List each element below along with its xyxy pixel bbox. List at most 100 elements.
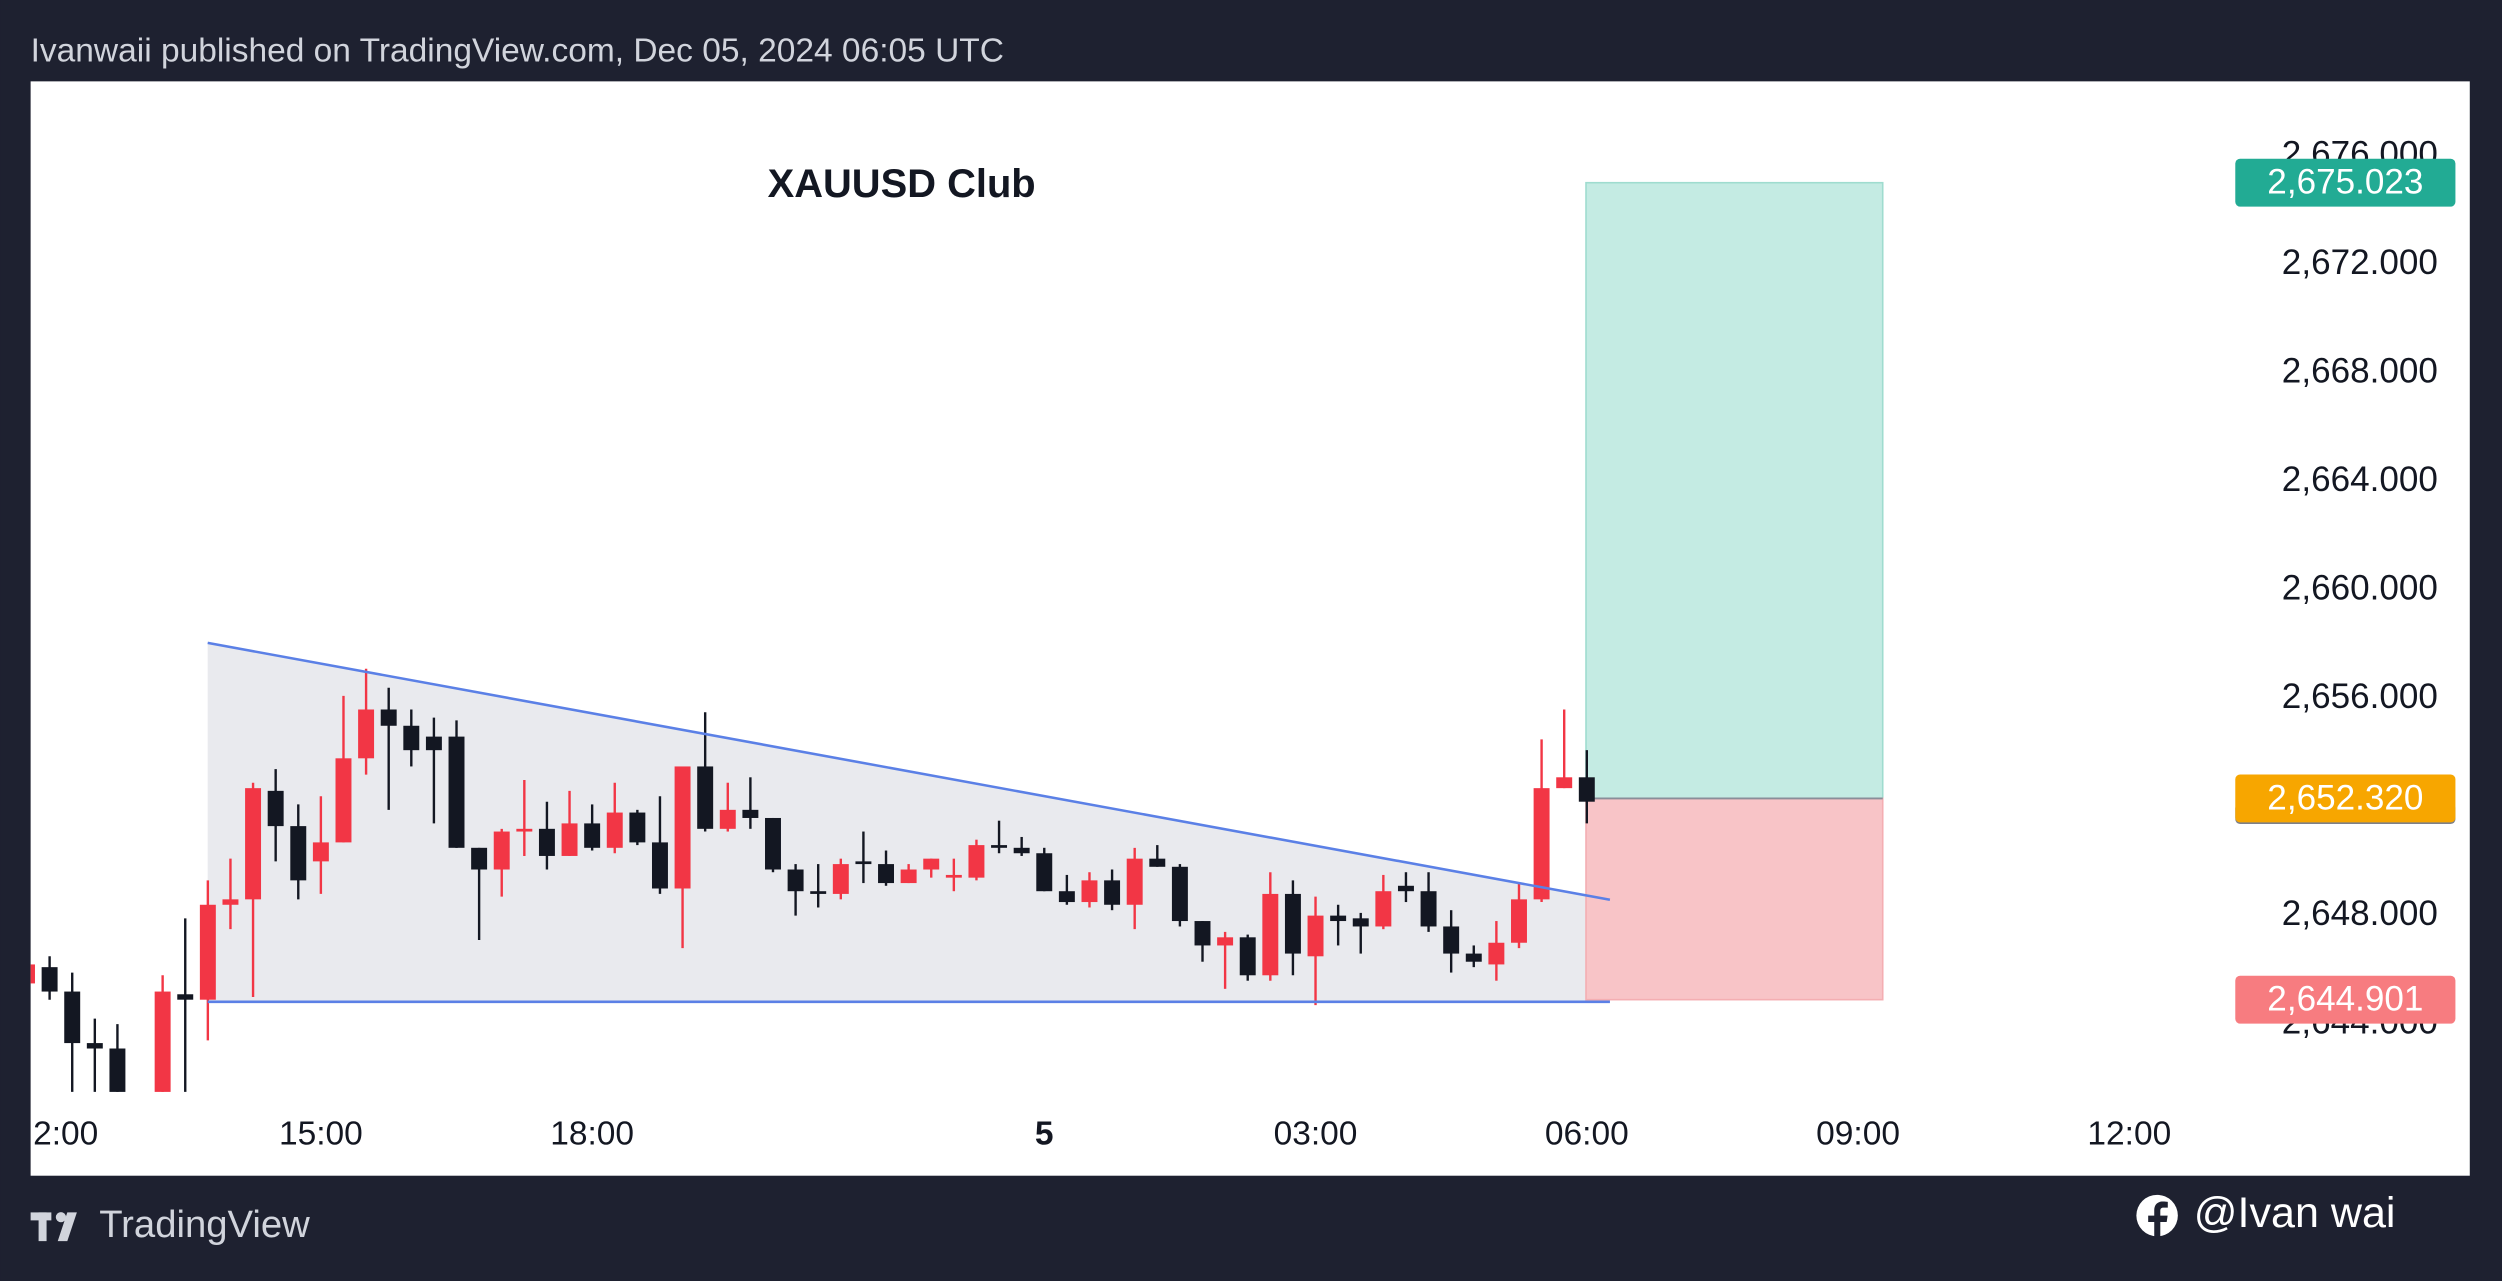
candle-body xyxy=(1171,866,1188,922)
candle-body xyxy=(606,812,623,848)
footer-brand: TradingView xyxy=(99,1203,310,1246)
candle-body xyxy=(991,845,1008,848)
candle-body xyxy=(30,964,35,984)
candle-body xyxy=(1578,777,1595,802)
drawings xyxy=(207,181,1884,1002)
candle-body xyxy=(787,869,804,892)
x-tick-label: 15:00 xyxy=(279,1116,363,1153)
footer-author: @Ivan wai xyxy=(2194,1189,2396,1237)
candles xyxy=(30,668,1595,1092)
candle-body xyxy=(855,861,872,865)
candle-body xyxy=(1443,926,1460,954)
candle-body xyxy=(448,736,465,848)
trend-line xyxy=(207,641,1611,901)
y-tick-label: 2,668.000 xyxy=(2282,351,2438,390)
candle-body xyxy=(1104,880,1121,905)
y-tick-label: 2,660.000 xyxy=(2282,568,2438,607)
candle-body xyxy=(222,899,239,905)
candle-body xyxy=(86,1043,103,1049)
candle-body xyxy=(1465,953,1482,962)
header-text: Ivanwaii published on TradingView.com, D… xyxy=(31,32,1004,69)
price-badge xyxy=(2235,774,2456,823)
triangle-fill xyxy=(207,642,1610,1002)
candle-body xyxy=(629,812,646,843)
candle-body xyxy=(1375,891,1392,927)
candle-body xyxy=(1058,891,1075,903)
candle-body xyxy=(290,826,307,881)
price-badge xyxy=(2235,158,2456,207)
candle-body xyxy=(1307,915,1324,957)
candle-body xyxy=(1488,942,1505,965)
stop-zone xyxy=(1585,797,1884,1001)
candle-body xyxy=(154,991,171,1092)
candle-body xyxy=(109,1048,126,1092)
x-tick-label: 18:00 xyxy=(550,1116,634,1153)
candle-body xyxy=(1533,788,1550,900)
y-tick-label: 2,656.000 xyxy=(2282,677,2438,716)
candle-body xyxy=(403,725,420,751)
candle-body xyxy=(945,874,962,878)
y-tick-label: 2,672.000 xyxy=(2282,243,2438,282)
price-badge xyxy=(2235,975,2456,1024)
footer: TradingView @Ivan wai xyxy=(30,1189,2396,1246)
price-badge-label: 2,675.023 xyxy=(2267,163,2423,202)
candle-body xyxy=(1036,853,1053,892)
chart-title: XAUUSD Club xyxy=(768,162,1036,206)
candle-body xyxy=(810,891,827,894)
candle-body xyxy=(832,864,849,894)
candle-body xyxy=(674,766,691,889)
candle-body xyxy=(177,994,194,1000)
candle-body xyxy=(493,831,510,870)
price-badge-label: 2,652.320 xyxy=(2267,778,2423,817)
y-tick-label: 2,664.000 xyxy=(2282,460,2438,499)
price-badge-label: 2,644.901 xyxy=(2267,980,2423,1019)
candle-body xyxy=(742,809,759,818)
candle-body xyxy=(1397,885,1414,892)
candle-body xyxy=(471,847,488,870)
candle-body xyxy=(561,823,578,856)
x-tick-label: 5 xyxy=(1035,1116,1054,1153)
trend-lines xyxy=(207,641,1611,1004)
x-tick-label: 03:00 xyxy=(1274,1116,1358,1153)
candle-body xyxy=(1511,899,1527,943)
candle-body xyxy=(1149,858,1166,867)
candle-body xyxy=(1126,858,1143,905)
candle-body xyxy=(1217,937,1234,946)
candle-body xyxy=(923,858,940,870)
candle-body xyxy=(1284,893,1301,954)
candle-body xyxy=(1239,937,1256,976)
candle-body xyxy=(358,709,375,759)
x-tick-label: 12:00 xyxy=(2087,1116,2171,1153)
candle-body xyxy=(1194,921,1211,946)
price-labels: 2,675.023 2,652.320 2,644.901 xyxy=(2235,158,2456,1024)
candle-body xyxy=(900,869,917,884)
candle-body xyxy=(335,758,352,843)
candle-body xyxy=(697,766,714,829)
candle-body xyxy=(1352,918,1369,927)
candle-body xyxy=(719,809,736,829)
candle-body xyxy=(425,736,442,751)
candle-body xyxy=(1262,893,1279,976)
candle-body xyxy=(267,790,284,827)
x-tick-label: 06:00 xyxy=(1545,1116,1629,1153)
plot-area xyxy=(30,81,2470,1176)
candle-body xyxy=(1013,847,1030,854)
candle-body xyxy=(64,991,81,1044)
facebook-f xyxy=(2148,1201,2168,1238)
candle-body xyxy=(1556,777,1573,789)
candle-body xyxy=(516,828,533,832)
candle-body xyxy=(1420,891,1437,927)
candle-body xyxy=(1081,880,1098,903)
candle-body xyxy=(765,817,781,870)
candle-body xyxy=(968,845,985,878)
y-tick-label: 2,648.000 xyxy=(2282,894,2438,933)
tv-logo xyxy=(30,1212,77,1242)
candle-body xyxy=(1330,915,1347,922)
candle-body xyxy=(380,709,397,726)
candle-body xyxy=(538,828,555,856)
x-tick-label: 2:00 xyxy=(33,1116,98,1153)
target-zone xyxy=(1585,181,1884,800)
candle-body xyxy=(245,788,262,900)
